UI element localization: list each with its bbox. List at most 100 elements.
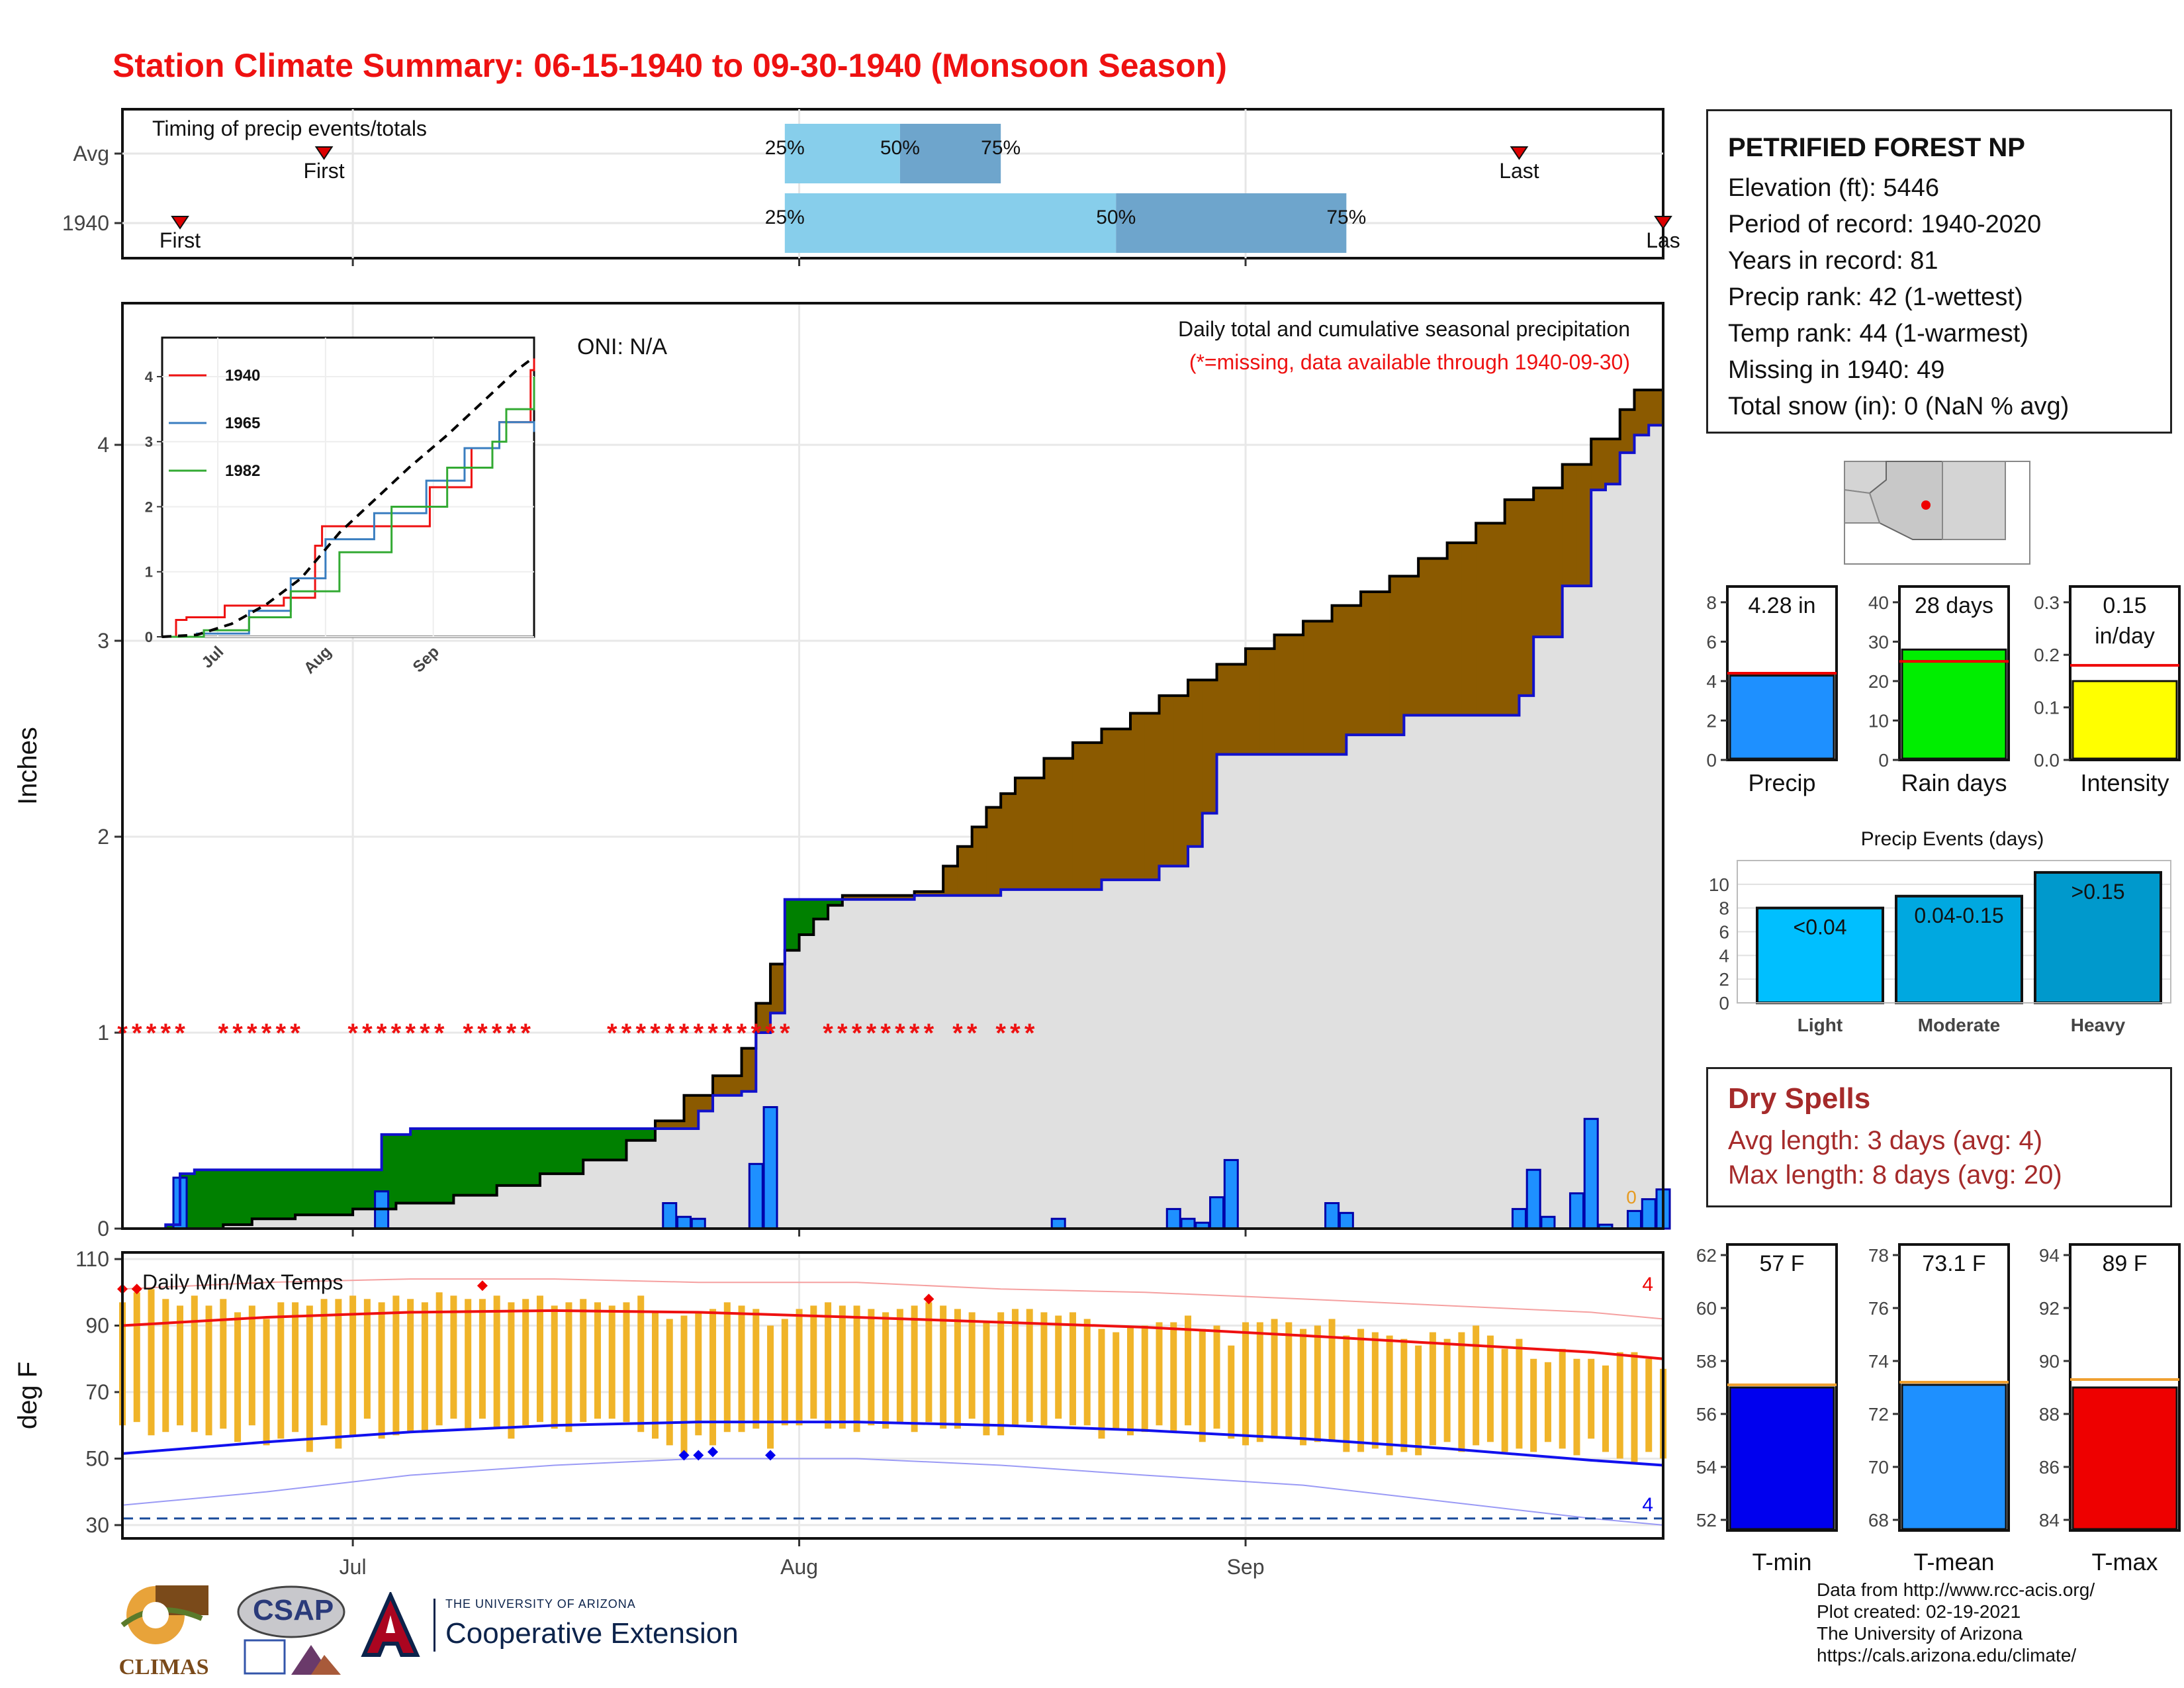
daily-precip-bar (676, 1215, 692, 1230)
daily-temp-range-bar (1113, 1332, 1120, 1429)
missing-day-mark: * (967, 1019, 978, 1048)
precip-summary-y-tick-label: 20 (1868, 671, 1889, 692)
precip-departure-fill (1289, 635, 1304, 755)
station-line: Total snow (in): 0 (NaN % avg) (1728, 393, 2070, 420)
missing-day-mark: * (175, 1019, 185, 1048)
climas-wordmark: CLIMAS (118, 1655, 209, 1679)
precip-summary-value-label: 28 days (1915, 593, 1993, 618)
precip-area-fill (1346, 735, 1361, 1229)
precip-area-fill (886, 899, 901, 1229)
missing-day-mark: * (391, 1019, 402, 1048)
precip-departure-fill (208, 1170, 224, 1229)
daily-temp-range-bar (349, 1295, 357, 1436)
precip-departure-fill (641, 1129, 656, 1141)
daily-temp-range-bar (1185, 1315, 1192, 1426)
precip-area-fill (1144, 880, 1160, 1229)
precip-departure-fill (353, 1170, 368, 1209)
temp-summary-value-label: 73.1 F (1922, 1251, 1985, 1276)
temp-summary-value-bar (2071, 1386, 2178, 1530)
precip-area-fill (799, 935, 814, 1229)
temp-summary-y-tick-label: 78 (1868, 1245, 1889, 1266)
daily-temp-range-bar (407, 1299, 414, 1432)
precip-area-fill (324, 1215, 339, 1229)
temp-y-tick-label: 30 (85, 1513, 109, 1537)
precip-y-tick-label: 4 (97, 433, 109, 457)
precip-summary-value-bar (1729, 675, 1835, 760)
precip-departure-fill (424, 1129, 440, 1203)
daily-temp-range-bar (1256, 1322, 1263, 1442)
station-line: Missing in 1940: 49 (1728, 356, 1945, 384)
precip-departure-fill (1159, 695, 1174, 867)
temp-summary-y-tick-label: 52 (1696, 1510, 1717, 1530)
events-bar (1895, 894, 2023, 1004)
temp-summary-y-tick-label: 74 (1868, 1351, 1889, 1372)
cumulative-avg-line (122, 390, 1664, 1230)
precip-area-fill (1303, 754, 1318, 1229)
daily-temp-range-bar (1573, 1358, 1580, 1456)
precip-area-fill (1044, 889, 1059, 1229)
daily-temp-range-bar (796, 1309, 803, 1426)
precip-area-fill (842, 899, 858, 1229)
events-category-label: Light (1797, 1015, 1843, 1035)
precip-departure-fill (626, 1129, 641, 1141)
record-low-line (122, 1458, 1664, 1526)
daily-temp-range-bar (954, 1309, 961, 1429)
daily-temp-range-bar (1126, 1325, 1134, 1436)
credit-line: Data from http://www.rcc-acis.org/ (1817, 1579, 2095, 1600)
x-axis-tick-label: Aug (780, 1555, 818, 1579)
daily-temp-range-bar (306, 1305, 313, 1452)
inset-legend-label: 1982 (225, 462, 260, 480)
daily-temp-range-bar (940, 1305, 947, 1429)
precip-departure-fill (1576, 464, 1592, 586)
daily-temp-range-bar (292, 1302, 299, 1432)
daily-temp-range-bar (1199, 1329, 1206, 1442)
temp-summary-category-label: T-min (1752, 1548, 1812, 1575)
missing-day-mark: * (477, 1019, 488, 1048)
daily-temp-range-bar (1559, 1348, 1566, 1449)
precip-departure-fill (1216, 664, 1232, 755)
precip-departure-fill (1461, 543, 1477, 716)
temp-summary-y-tick-label: 86 (2039, 1457, 2060, 1477)
missing-day-mark: * (247, 1019, 257, 1048)
missing-day-mark: * (506, 1019, 517, 1048)
inset-legend-label: 1940 (225, 367, 260, 385)
precip-departure-fill (1591, 439, 1606, 491)
avg-tmax-line (122, 1309, 1664, 1360)
precip-area-fill (1087, 889, 1103, 1229)
missing-day-mark: * (621, 1019, 632, 1048)
daily-precip-bar (1050, 1217, 1066, 1230)
x-axis-tick-label: Sep (1227, 1555, 1265, 1579)
daily-precip-bar (1180, 1217, 1196, 1230)
dry-spells-avg: Avg length: 3 days (avg: 4) (1728, 1126, 2043, 1155)
missing-day-mark: * (837, 1019, 848, 1048)
dry-spells-heading: Dry Spells (1728, 1082, 1871, 1115)
precip-area-fill (1116, 880, 1131, 1229)
precip-last-value-label: 0 (1626, 1187, 1637, 1207)
precip-area-fill (439, 1203, 455, 1229)
timing-last-marker (1510, 146, 1529, 160)
precip-summary-value-bar (2071, 680, 2178, 760)
precip-departure-fill (1015, 778, 1030, 890)
precip-departure-fill (583, 1129, 598, 1160)
precip-departure-fill (1317, 621, 1333, 755)
precip-departure-fill (1619, 409, 1635, 453)
precip-departure-fill (1649, 390, 1664, 426)
missing-day-mark: * (924, 1019, 934, 1048)
precip-area-fill (929, 895, 944, 1229)
precip-departure-fill (1346, 605, 1361, 735)
precip-departure-fill (1130, 713, 1146, 880)
daily-temp-range-bar (320, 1299, 328, 1426)
timing-first-marker (314, 146, 334, 160)
record-low-count: 4 (1642, 1494, 1653, 1516)
missing-day-mark: * (160, 1019, 171, 1048)
record-high-marker (923, 1293, 934, 1305)
precip-summary-y-tick-label: 8 (1706, 592, 1717, 613)
daily-temp-range-bar (536, 1295, 543, 1423)
events-title: Precip Events (days) (1861, 828, 2044, 850)
missing-day-mark: * (751, 1019, 762, 1048)
precip-area-fill (238, 1225, 253, 1229)
missing-day-mark: * (1010, 1019, 1021, 1048)
temp-summary-y-tick-label: 60 (1696, 1298, 1717, 1319)
missing-day-mark: * (635, 1019, 646, 1048)
